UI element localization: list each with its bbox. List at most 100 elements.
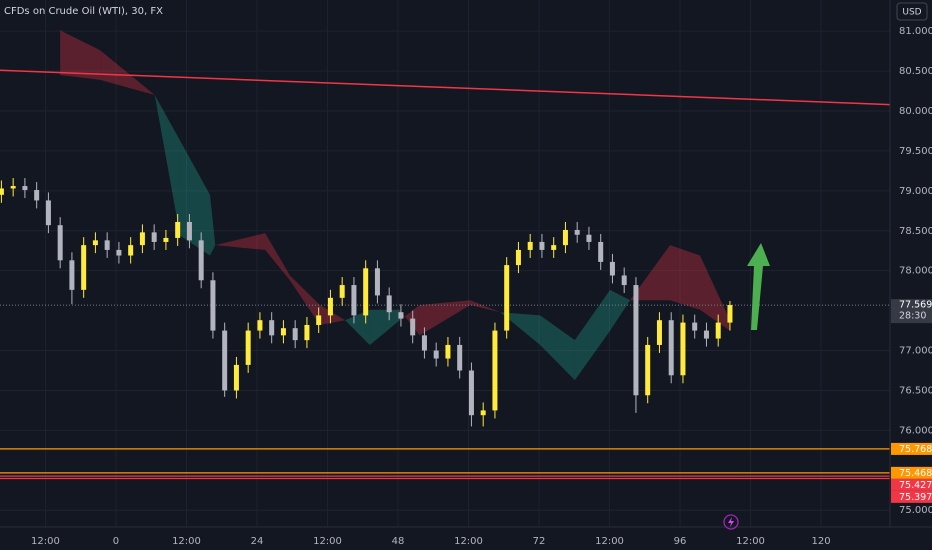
- last-price-tag: [891, 299, 932, 324]
- trendline: [0, 69, 891, 106]
- y-tick-label: 79.000: [899, 186, 932, 197]
- cloud-segment: [215, 233, 266, 250]
- candle-body: [22, 186, 28, 191]
- candle-body: [339, 285, 345, 298]
- y-tick-label: 79.500: [899, 146, 932, 157]
- y-tick-label: 77.000: [899, 346, 932, 357]
- candle-body: [410, 318, 416, 336]
- candle-body: [386, 295, 392, 313]
- cloud-segment: [369, 309, 400, 345]
- level-tag: [891, 478, 932, 491]
- candle-body: [715, 322, 721, 339]
- candle-body: [598, 241, 604, 262]
- candle-body: [492, 330, 498, 411]
- candle-body: [551, 245, 557, 250]
- candle-body: [280, 328, 286, 336]
- candle-body: [574, 229, 580, 235]
- candle-body: [0, 188, 4, 195]
- candle-body: [527, 241, 533, 250]
- x-tick-label: 96: [674, 536, 687, 547]
- candle-body: [680, 322, 686, 376]
- cloud-segment: [500, 312, 541, 345]
- candle-body: [586, 234, 592, 242]
- candle-body: [480, 410, 486, 416]
- candle-body: [433, 350, 439, 359]
- candle-body: [175, 221, 181, 238]
- candle-body: [668, 320, 674, 376]
- x-tick-label: 120: [811, 536, 830, 547]
- level-tag-label: 75.768: [899, 444, 932, 455]
- candle-body: [609, 261, 615, 276]
- candle-body: [656, 320, 662, 345]
- cloud-segment: [60, 30, 101, 80]
- y-tick-label: 78.500: [899, 226, 932, 237]
- candle-body: [645, 344, 651, 396]
- candle-body: [692, 322, 698, 331]
- cloud-segment: [699, 255, 730, 331]
- candle-body: [515, 249, 521, 266]
- cloud-segment: [630, 245, 671, 301]
- cloud-layer: [60, 30, 730, 381]
- level-tag-label: 75.468: [899, 468, 932, 479]
- x-tick-label: 24: [251, 536, 264, 547]
- cloud-segment: [419, 300, 471, 336]
- cloud-segment: [670, 245, 700, 310]
- candles-layer: [0, 178, 733, 427]
- candle-body: [398, 312, 404, 319]
- candle-body: [222, 330, 228, 391]
- y-tick-label: 80.500: [899, 66, 932, 77]
- countdown-label: 28:30: [899, 311, 926, 322]
- currency-button[interactable]: [896, 2, 928, 21]
- candle-body: [374, 268, 380, 296]
- candle-body: [69, 260, 75, 290]
- candle-body: [292, 328, 298, 341]
- candle-body: [633, 285, 639, 396]
- candle-body: [327, 297, 333, 316]
- candle-body: [34, 190, 40, 201]
- candle-body: [186, 221, 192, 241]
- candle-body: [468, 370, 474, 416]
- level-tag: [891, 490, 932, 503]
- candle-body: [104, 240, 110, 250]
- candle-body: [92, 240, 98, 246]
- x-tick-label: 12:00: [736, 536, 765, 547]
- candle-body: [562, 229, 568, 246]
- x-tick-label: 12:00: [313, 536, 342, 547]
- candle-body: [621, 275, 627, 286]
- y-tick-label: 76.000: [899, 425, 932, 436]
- candle-body: [539, 241, 545, 250]
- candle-body: [57, 225, 63, 261]
- candle-body: [10, 186, 16, 189]
- candle-body: [457, 344, 463, 371]
- event-icon[interactable]: [723, 514, 739, 530]
- cloud-segment: [610, 289, 631, 331]
- y-tick-label: 75.000: [899, 505, 932, 516]
- candle-body: [198, 240, 204, 281]
- currency-label[interactable]: USD: [902, 8, 921, 18]
- chart-title: CFDs on Crude Oil (WTI), 30, FX: [4, 6, 163, 17]
- level-tag-label: 75.397: [899, 492, 932, 503]
- level-tag: [891, 466, 932, 479]
- candle-body: [363, 268, 369, 316]
- x-tick-label: 12:00: [595, 536, 624, 547]
- candle-body: [504, 265, 510, 331]
- cloud-segment: [470, 300, 501, 313]
- cloud-segment: [289, 275, 320, 325]
- last-price-label: 77.569: [899, 300, 932, 311]
- event-icon-bolt[interactable]: [728, 517, 734, 527]
- grid-layer: [0, 0, 890, 527]
- x-tick-label: 12:00: [31, 536, 60, 547]
- x-tick-label: 48: [392, 536, 405, 547]
- candle-body: [245, 330, 251, 365]
- cloud-segment: [540, 315, 575, 381]
- candle-body: [163, 237, 169, 242]
- candle-body: [81, 245, 87, 290]
- cloud-segment: [100, 50, 155, 96]
- candle-body: [45, 200, 51, 226]
- y-tick-label: 81.000: [899, 26, 932, 37]
- cloud-segment: [345, 309, 370, 345]
- candle-body: [128, 245, 134, 256]
- candle-body: [233, 364, 239, 391]
